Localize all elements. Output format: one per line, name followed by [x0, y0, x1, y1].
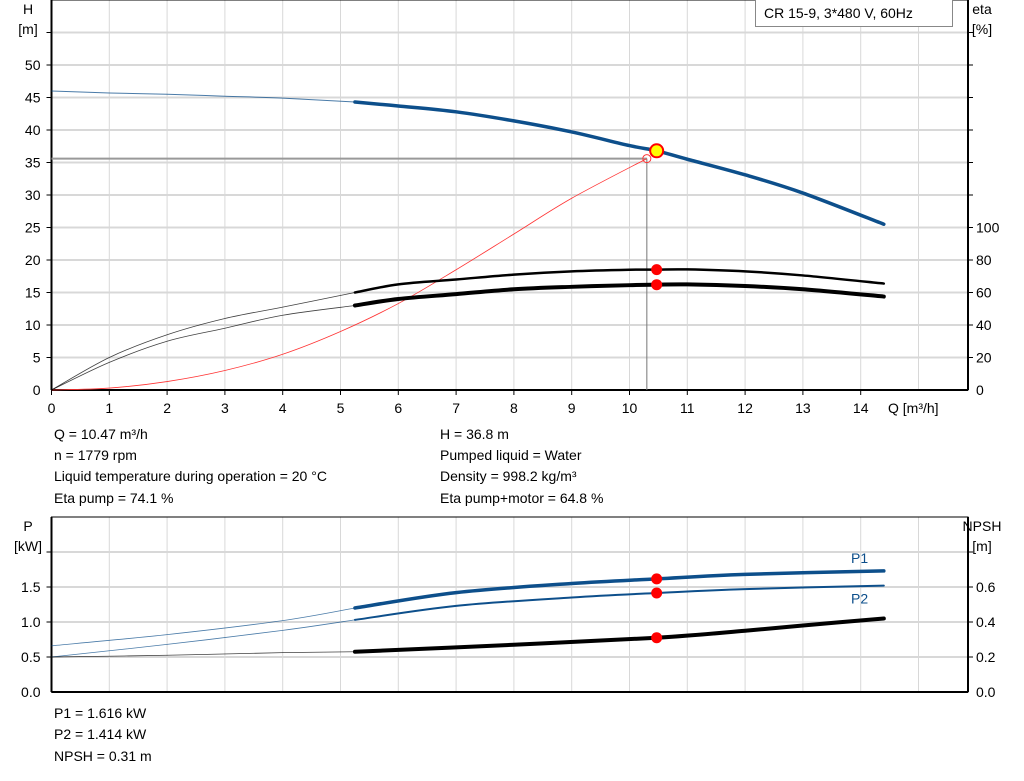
eta-pump-motor-curve-line [352, 282, 886, 308]
y-tick-label: 10 [25, 317, 41, 333]
y2-tick-label: 0.6 [976, 579, 996, 595]
y2-axis-label: eta [972, 1, 992, 17]
x-tick-label: 2 [163, 400, 171, 416]
eta-pump-curve-extrapolated-line [51, 292, 356, 391]
x-tick-label: 14 [853, 400, 869, 416]
y2-axis-unit: [m] [972, 538, 991, 554]
y2-axis-unit: [%] [972, 21, 992, 37]
npsh-curve-extrapolated-line [51, 651, 355, 658]
y-tick-label: 0.5 [21, 649, 41, 665]
info-p2: P2 = 1.414 kW [54, 726, 147, 742]
y-tick-label: 5 [33, 350, 41, 366]
y2-tick-label: 100 [976, 220, 1000, 236]
p2-point-marker [651, 587, 663, 599]
y2-tick-label: 0.4 [976, 614, 996, 630]
info-npsh: NPSH = 0.31 m [54, 748, 152, 764]
x-tick-label: 5 [337, 400, 345, 416]
x-axis-label: Q [m³/h] [888, 400, 939, 416]
x-tick-label: 0 [48, 400, 56, 416]
info-speed: n = 1779 rpm [54, 447, 137, 463]
p1-series-label: P1 [851, 550, 868, 566]
duty-point-marker [649, 143, 665, 159]
p2-curve-extrapolated-line [51, 619, 356, 658]
y-tick-label: 50 [25, 57, 41, 73]
x-tick-label: 9 [568, 400, 576, 416]
y-tick-label: 15 [25, 285, 41, 301]
y2-tick-label: 0.0 [976, 684, 996, 700]
y-axis-label: P [23, 518, 32, 534]
y-tick-label: 0 [33, 382, 41, 398]
y-tick-label: 40 [25, 122, 41, 138]
info-eta-pump-motor: Eta pump+motor = 64.8 % [440, 490, 604, 506]
p2-series-label: P2 [851, 591, 868, 607]
eta-pump-motor-curve-extrapolated-line [51, 305, 356, 391]
plot-frame [51, 516, 969, 693]
y-tick-label: 1.5 [21, 579, 41, 595]
x-tick-label: 3 [221, 400, 229, 416]
y-tick-label: 25 [25, 220, 41, 236]
p2-curve-line [353, 584, 885, 621]
info-h: H = 36.8 m [440, 426, 509, 442]
info-liquid: Pumped liquid = Water [440, 447, 582, 463]
eta-pump-curve-line [353, 268, 886, 294]
y-axis-label: H [23, 1, 33, 17]
p1-curve-extrapolated-line [51, 607, 356, 647]
x-tick-label: 7 [452, 400, 460, 416]
y-axis-unit: [m] [18, 21, 37, 37]
x-tick-label: 8 [510, 400, 518, 416]
y2-tick-label: 80 [976, 252, 992, 268]
x-tick-label: 1 [105, 400, 113, 416]
x-tick-label: 4 [279, 400, 287, 416]
y-tick-label: 0.0 [21, 684, 41, 700]
x-tick-label: 11 [680, 400, 695, 416]
y2-tick-label: 0.2 [976, 649, 996, 665]
system-point-marker [642, 154, 652, 164]
y-tick-label: 35 [25, 155, 41, 171]
info-q: Q = 10.47 m³/h [54, 426, 148, 442]
y-axis-unit: [kW] [14, 538, 42, 554]
y2-tick-label: 0 [976, 382, 984, 398]
y2-tick-label: 20 [976, 350, 992, 366]
info-density: Density = 998.2 kg/m³ [440, 468, 577, 484]
info-p1: P1 = 1.616 kW [54, 705, 147, 721]
y2-tick-label: 60 [976, 285, 992, 301]
npsh-point-marker [651, 632, 663, 644]
y2-tick-label: 40 [976, 317, 992, 333]
head-curve-line [353, 100, 886, 226]
p1-point-marker [651, 573, 663, 585]
system-curve-line [51, 158, 648, 391]
y-tick-label: 1.0 [21, 614, 41, 630]
x-tick-label: 13 [795, 400, 811, 416]
head-curve-extrapolated-line [51, 90, 355, 103]
y-tick-label: 30 [25, 187, 41, 203]
info-temperature: Liquid temperature during operation = 20… [54, 468, 327, 484]
pump-legend: CR 15-9, 3*480 V, 60Hz [755, 0, 953, 27]
info-eta-pump: Eta pump = 74.1 % [54, 490, 174, 506]
eta-pump-motor-point-marker [651, 279, 663, 291]
p1-curve-line [353, 569, 886, 610]
y-tick-label: 45 [25, 90, 41, 106]
y2-axis-label: NPSH [963, 518, 1002, 534]
y-tick-label: 20 [25, 252, 41, 268]
x-tick-label: 12 [737, 400, 753, 416]
npsh-curve-line [352, 616, 886, 654]
x-tick-label: 10 [622, 400, 638, 416]
eta-pump-point-marker [651, 264, 663, 276]
x-tick-label: 6 [394, 400, 402, 416]
